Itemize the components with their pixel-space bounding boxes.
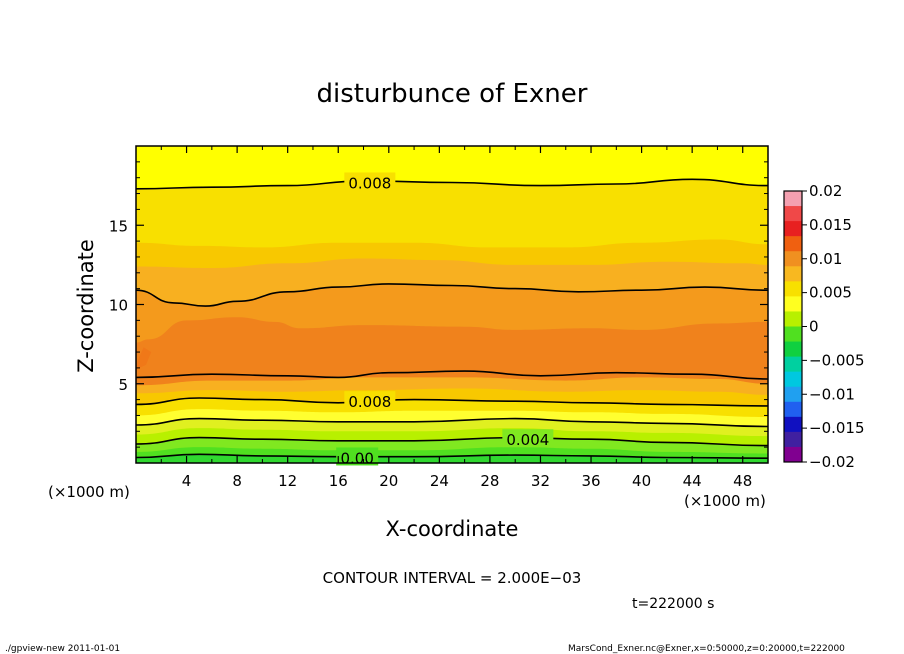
colorbar-segment <box>784 191 802 207</box>
contour-label: 0.008 <box>348 393 391 411</box>
x-tick-label: 12 <box>278 472 297 490</box>
x-tick-label: 16 <box>329 472 348 490</box>
colorbar: 0.02 0.015 0.01 0.005 0 −0.005 −0.01 −0.015 −0.0… <box>783 182 865 471</box>
colorbar-tick-label: 0 <box>809 318 819 336</box>
x-tick-label: 40 <box>632 472 651 490</box>
y-tick-label: 5 <box>118 376 128 394</box>
colorbar-segment <box>784 341 802 358</box>
contour-line <box>136 453 768 459</box>
x-unit-label-left: (×1000 m) <box>48 483 130 501</box>
contour-labels: 0.008 0.008 0.004 0.00 <box>336 172 554 467</box>
contour-lines <box>136 178 768 459</box>
contour-line <box>136 370 768 380</box>
field-core-patch <box>136 347 152 370</box>
x-tick-label: 20 <box>379 472 398 490</box>
colorbar-tick-label: 0.01 <box>809 250 842 268</box>
y-axis-label: Z-coordinate <box>74 239 98 373</box>
colorbar-segment <box>784 311 802 327</box>
colorbar-segment <box>784 206 802 222</box>
time-label: t=222000 s <box>632 596 714 612</box>
colorbar-segment <box>784 431 802 448</box>
colorbar-tick-label: −0.005 <box>809 351 865 369</box>
x-tick-label: 28 <box>480 472 499 490</box>
contour-line <box>136 417 768 428</box>
colorbar-segment <box>784 236 802 252</box>
footer-right: MarsCond_Exner.nc@Exner,x=0:50000,z=0:20… <box>568 644 845 654</box>
y-tick-label: 10 <box>109 297 128 315</box>
contour-line <box>136 436 768 447</box>
colorbar-segment <box>784 401 802 418</box>
colorbar-segment <box>784 446 802 463</box>
footer-left: ./gpview-new 2011-01-01 <box>5 644 120 654</box>
colorbar-segment <box>784 371 802 388</box>
colorbar-segment <box>784 416 802 433</box>
contour-label: 0.008 <box>348 174 391 192</box>
x-axis-label: X-coordinate <box>386 517 519 541</box>
colorbar-tick-label: 0.005 <box>809 284 852 302</box>
colorbar-segment <box>784 221 802 237</box>
colorbar-tick-label: −0.02 <box>809 453 855 471</box>
x-tick-label: 8 <box>232 472 242 490</box>
colorbar-tick-label: −0.01 <box>809 385 855 403</box>
colorbar-segment <box>784 251 802 267</box>
contour-label-bg <box>336 447 379 466</box>
contour-label-bg <box>502 429 554 448</box>
contour-line <box>136 178 768 190</box>
colorbar-tick-label: 0.02 <box>809 182 842 200</box>
x-tick-label: 48 <box>733 472 752 490</box>
colorbar-segment <box>784 326 802 343</box>
x-tick-label: 32 <box>531 472 550 490</box>
contour-label: 0.00 <box>340 449 373 467</box>
y-tick-label: 15 <box>109 217 128 235</box>
colorbar-segment <box>784 281 802 297</box>
x-axis: 4 8 12 16 20 24 28 32 36 40 44 48 <box>160 146 752 490</box>
colorbar-segment <box>784 356 802 373</box>
contour-label-bg <box>344 391 396 410</box>
colorbar-segment <box>784 296 802 312</box>
x-tick-label: 44 <box>683 472 702 490</box>
x-tick-label: 36 <box>581 472 600 490</box>
colorbar-tick-label: 0.015 <box>809 216 852 234</box>
chart-title: disturbunce of Exner <box>317 79 588 109</box>
contour-label: 0.004 <box>506 431 549 449</box>
x-tick-label: 24 <box>430 472 449 490</box>
contour-line <box>136 283 768 307</box>
contour-interval-text: CONTOUR INTERVAL = 2.000E−03 <box>323 569 582 587</box>
contour-line <box>136 397 768 407</box>
x-tick-label: 4 <box>182 472 192 490</box>
colorbar-segment <box>784 266 802 282</box>
colorbar-segment <box>784 386 802 403</box>
contour-label-bg <box>344 172 396 191</box>
y-axis: 5 10 15 <box>109 161 768 448</box>
colorbar-tick-label: −0.015 <box>809 419 865 437</box>
shaded-field <box>136 146 768 463</box>
x-unit-label-right: (×1000 m) <box>684 492 766 510</box>
